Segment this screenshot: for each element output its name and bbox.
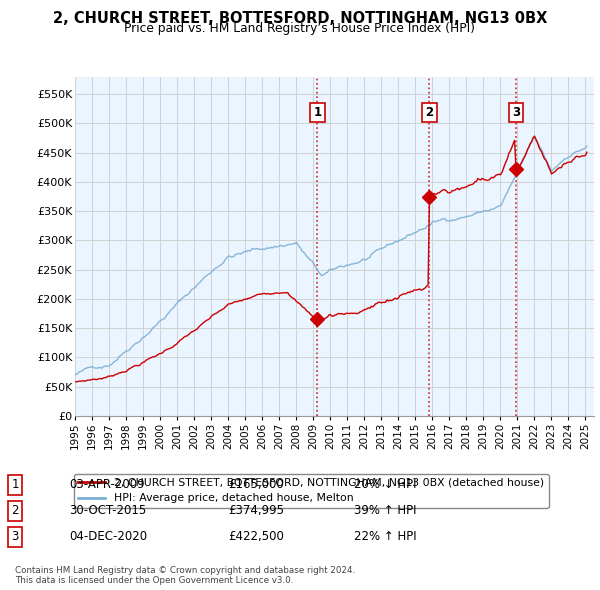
Bar bbox=[75, 77, 594, 416]
Legend: 2, CHURCH STREET, BOTTESFORD, NOTTINGHAM, NG13 0BX (detached house), HPI: Averag: 2, CHURCH STREET, BOTTESFORD, NOTTINGHAM… bbox=[74, 474, 548, 508]
Text: Price paid vs. HM Land Registry’s House Price Index (HPI): Price paid vs. HM Land Registry’s House … bbox=[125, 22, 476, 35]
Text: 39% ↑ HPI: 39% ↑ HPI bbox=[354, 504, 416, 517]
Text: Contains HM Land Registry data © Crown copyright and database right 2024.
This d: Contains HM Land Registry data © Crown c… bbox=[15, 566, 355, 585]
Text: 3: 3 bbox=[512, 106, 520, 119]
Text: 20% ↓ HPI: 20% ↓ HPI bbox=[354, 478, 416, 491]
Text: 2: 2 bbox=[425, 106, 434, 119]
Text: 2: 2 bbox=[11, 504, 19, 517]
Text: 30-OCT-2015: 30-OCT-2015 bbox=[69, 504, 146, 517]
Text: 3: 3 bbox=[11, 530, 19, 543]
Text: £374,995: £374,995 bbox=[228, 504, 284, 517]
Text: 04-DEC-2020: 04-DEC-2020 bbox=[69, 530, 147, 543]
Text: 1: 1 bbox=[313, 106, 322, 119]
Text: £422,500: £422,500 bbox=[228, 530, 284, 543]
Text: 1: 1 bbox=[11, 478, 19, 491]
Text: 03-APR-2009: 03-APR-2009 bbox=[69, 478, 145, 491]
Text: 2, CHURCH STREET, BOTTESFORD, NOTTINGHAM, NG13 0BX: 2, CHURCH STREET, BOTTESFORD, NOTTINGHAM… bbox=[53, 11, 547, 25]
Text: 22% ↑ HPI: 22% ↑ HPI bbox=[354, 530, 416, 543]
Text: £165,000: £165,000 bbox=[228, 478, 284, 491]
